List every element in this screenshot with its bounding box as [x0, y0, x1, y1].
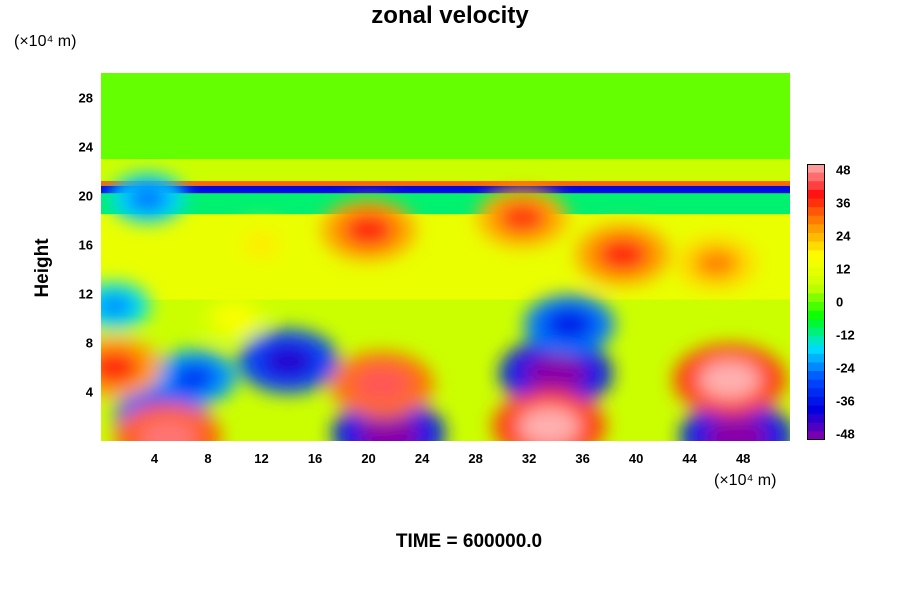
colorbar-cell — [807, 431, 825, 440]
colorbar-cell — [807, 189, 825, 199]
field-feature-core — [260, 343, 316, 379]
colorbar-cell — [807, 241, 825, 251]
x-tick-label: 12 — [254, 451, 269, 466]
field-feature-core — [597, 237, 649, 272]
x-tick-label: 4 — [150, 451, 159, 466]
y-tick-label: 12 — [78, 286, 93, 302]
colorbar-cell — [807, 362, 825, 372]
colorbar-cell — [807, 379, 825, 389]
y-axis-unit: (×10⁴ m) — [14, 33, 77, 50]
field-band — [101, 185, 790, 194]
colorbar-cell — [807, 327, 825, 337]
colorbar-cell — [807, 198, 825, 208]
field-feature-core — [127, 184, 169, 212]
colorbar-label: 24 — [836, 228, 851, 244]
colorbar-cell — [807, 224, 825, 234]
field-feature-core — [101, 292, 134, 320]
field-feature-core — [101, 350, 141, 385]
field-band — [101, 193, 790, 215]
x-axis-unit: (×10⁴ m) — [714, 472, 777, 489]
field-band — [101, 214, 790, 300]
field-feature-core — [357, 414, 420, 441]
y-tick-label: 4 — [85, 384, 93, 400]
colorbar-cell — [807, 172, 825, 182]
colorbar-label: 12 — [836, 261, 851, 277]
colorbar-label: 0 — [836, 294, 844, 310]
colorbar-cell — [807, 181, 825, 191]
colorbar-cell — [807, 284, 825, 294]
colorbar-cell — [807, 414, 825, 424]
x-tick-label: 16 — [307, 451, 323, 466]
y-tick-label: 16 — [78, 237, 93, 253]
field-feature-core — [698, 360, 761, 400]
colorbar-cell — [807, 207, 825, 217]
y-tick-label: 8 — [85, 335, 93, 351]
colorbar-label: 36 — [836, 195, 851, 211]
field-feature-core — [705, 416, 768, 441]
colorbar-cell — [807, 396, 825, 406]
colorbar — [807, 164, 825, 440]
colorbar-cell — [807, 215, 825, 225]
field-feature-core — [524, 353, 587, 394]
field-feature-core — [353, 366, 411, 403]
plot-area — [101, 73, 790, 441]
field-feature-core — [217, 306, 252, 330]
colorbar-cell — [807, 302, 825, 312]
y-tick-label: 24 — [78, 139, 93, 155]
x-tick-label: 40 — [628, 451, 644, 466]
x-tick-label: 24 — [414, 451, 430, 466]
colorbar-cell — [807, 276, 825, 286]
colorbar-cell — [807, 353, 825, 363]
colorbar-cell — [807, 371, 825, 381]
field-band — [101, 158, 790, 181]
colorbar-cell — [807, 336, 825, 346]
field-band — [101, 73, 790, 159]
colorbar-cell — [807, 345, 825, 355]
y-tick-label: 28 — [78, 90, 93, 106]
field-feature-core — [544, 308, 595, 341]
x-tick-label: 32 — [521, 451, 537, 466]
velocity-field — [101, 73, 790, 441]
colorbar-cell — [807, 310, 825, 320]
x-tick-label: 20 — [361, 451, 376, 466]
colorbar-label: 48 — [836, 162, 851, 178]
colorbar-cell — [807, 267, 825, 277]
field-feature-core — [497, 201, 548, 234]
field-band — [101, 180, 790, 186]
colorbar-cell — [807, 293, 825, 303]
colorbar-label: -12 — [836, 327, 855, 343]
colorbar-label: -36 — [836, 393, 855, 409]
x-tick-label: 48 — [735, 451, 751, 466]
field-feature-core — [138, 418, 198, 441]
x-tick-label: 28 — [468, 451, 483, 466]
x-tick-label: 36 — [575, 451, 590, 466]
colorbar-cell — [807, 258, 825, 268]
field-feature-core — [518, 406, 581, 441]
colorbar-cell — [807, 233, 825, 243]
time-label: TIME = 600000.0 — [395, 531, 543, 552]
y-tick-label: 20 — [78, 188, 93, 204]
colorbar-cell — [807, 250, 825, 260]
x-tick-label: 8 — [204, 451, 212, 466]
colorbar-cell — [807, 388, 825, 398]
field-feature-core — [342, 213, 395, 247]
chart-title: zonal velocity — [371, 2, 529, 29]
colorbar-label: -48 — [836, 426, 855, 442]
colorbar-cell — [807, 405, 825, 415]
field-feature-core — [243, 232, 280, 257]
y-axis-label: Height — [32, 238, 53, 298]
colorbar-label: -24 — [836, 360, 855, 376]
colorbar-cell — [807, 164, 825, 174]
x-tick-label: 44 — [682, 451, 697, 466]
colorbar-cell — [807, 422, 825, 432]
colorbar-cell — [807, 319, 825, 329]
field-feature-core — [171, 362, 218, 393]
field-feature-core — [694, 248, 739, 278]
